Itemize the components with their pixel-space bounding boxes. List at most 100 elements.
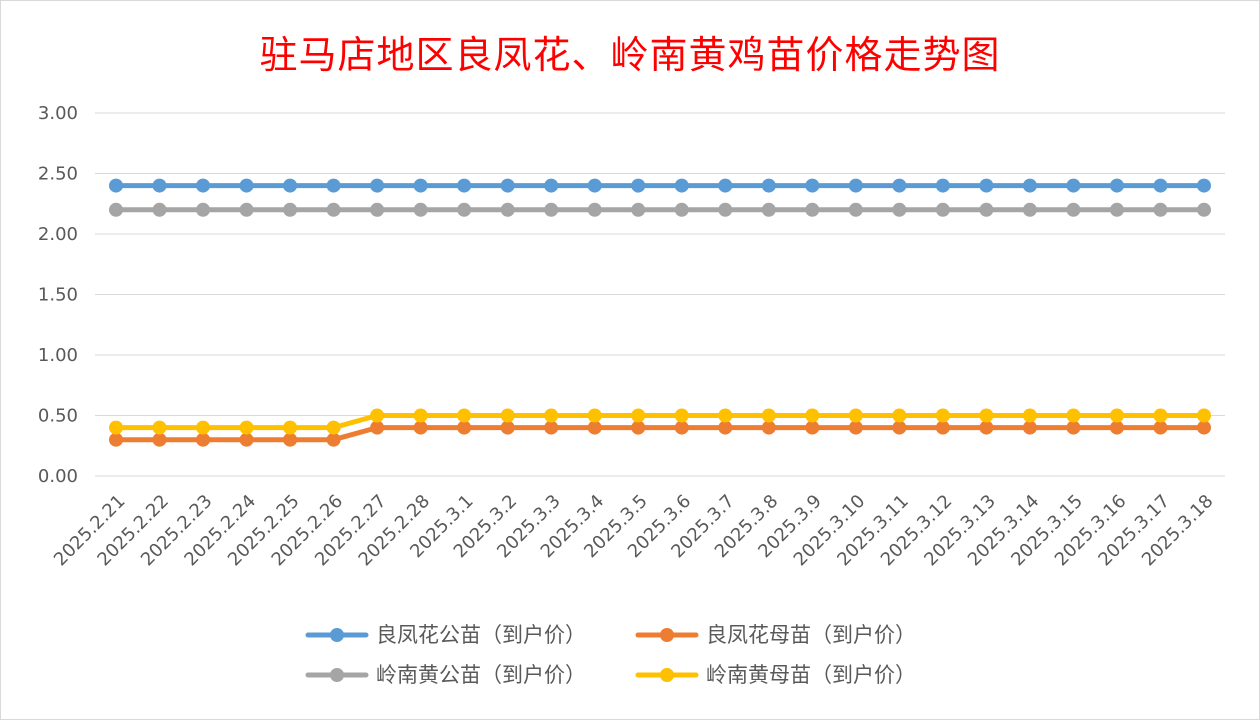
data-point (370, 202, 385, 217)
data-point (239, 420, 254, 435)
data-point (1153, 420, 1168, 435)
chart-title: 驻马店地区良凤花、岭南黄鸡苗价格走势图 (259, 33, 1001, 77)
data-point (979, 420, 994, 435)
data-point (979, 202, 994, 217)
data-point (1197, 178, 1211, 193)
data-point (283, 178, 298, 193)
data-point (805, 202, 820, 217)
data-point (892, 420, 907, 435)
data-point (413, 202, 428, 217)
data-point (587, 202, 602, 217)
data-point (805, 178, 820, 193)
data-point (109, 432, 123, 447)
data-point (544, 420, 559, 435)
data-point (457, 202, 472, 217)
data-point (544, 178, 559, 193)
y-tick-label: 1.50 (38, 285, 78, 306)
data-point (370, 420, 385, 435)
data-point (544, 408, 559, 423)
data-point (1197, 420, 1211, 435)
data-point (718, 202, 733, 217)
data-point (457, 420, 472, 435)
x-axis-ticks: 2025.2.212025.2.222025.2.232025.2.242025… (50, 491, 1218, 571)
data-point (413, 178, 428, 193)
data-point (239, 202, 254, 217)
data-point (1066, 408, 1081, 423)
series-1 (109, 420, 1211, 447)
data-point (1066, 202, 1081, 217)
data-point (152, 202, 167, 217)
y-tick-label: 3.00 (38, 103, 78, 124)
data-point (1109, 202, 1124, 217)
data-point (326, 432, 341, 447)
data-point (1109, 178, 1124, 193)
legend: 良凤花公苗（到户价） 良凤花母苗（到户价） 岭南黄公苗（到户价） 岭南黄母苗（到户价） (305, 623, 916, 687)
legend-item: 岭南黄公苗（到户价） (305, 663, 586, 687)
y-tick-label: 0.00 (38, 466, 78, 487)
legend-label: 岭南黄母苗（到户价） (706, 663, 916, 687)
data-point (761, 178, 776, 193)
data-point (761, 408, 776, 423)
legend-swatch-marker (660, 668, 674, 682)
data-point (1153, 408, 1168, 423)
data-point (152, 432, 167, 447)
series-0 (109, 178, 1211, 193)
series-2 (109, 202, 1211, 217)
data-point (935, 178, 950, 193)
y-tick-label: 0.50 (38, 406, 78, 427)
legend-label: 良凤花母苗（到户价） (706, 623, 916, 647)
data-point (935, 420, 950, 435)
data-point (370, 178, 385, 193)
y-tick-label: 2.50 (38, 164, 78, 185)
data-point (1066, 178, 1081, 193)
data-point (500, 202, 515, 217)
data-point (1022, 408, 1037, 423)
data-point (196, 178, 211, 193)
data-point (239, 178, 254, 193)
data-point (1153, 178, 1168, 193)
data-point (152, 420, 167, 435)
data-point (283, 432, 298, 447)
legend-item: 良凤花母苗（到户价） (635, 623, 916, 647)
series-line (113, 413, 1207, 431)
legend-label: 岭南黄公苗（到户价） (376, 663, 586, 687)
data-point (892, 178, 907, 193)
legend-item: 岭南黄母苗（到户价） (635, 663, 916, 687)
series-line (113, 425, 1207, 443)
data-point (1022, 420, 1037, 435)
y-axis-ticks: 0.00 0.50 1.00 1.50 2.00 2.50 3.00 (38, 103, 78, 487)
data-point (631, 408, 646, 423)
legend-swatch-marker (330, 628, 344, 642)
data-point (1197, 408, 1211, 423)
data-point (674, 408, 689, 423)
data-point (500, 420, 515, 435)
data-point (848, 420, 863, 435)
series-3 (109, 408, 1211, 435)
series-group (109, 178, 1211, 447)
data-point (370, 408, 385, 423)
data-point (413, 408, 428, 423)
data-point (1066, 420, 1081, 435)
data-point (1022, 178, 1037, 193)
data-point (500, 178, 515, 193)
y-tick-label: 2.00 (38, 224, 78, 245)
data-point (718, 420, 733, 435)
data-point (1109, 420, 1124, 435)
data-point (674, 202, 689, 217)
data-point (848, 408, 863, 423)
data-point (935, 408, 950, 423)
data-point (805, 420, 820, 435)
y-tick-label: 1.00 (38, 345, 78, 366)
legend-swatch-marker (660, 628, 674, 642)
data-point (457, 408, 472, 423)
data-point (457, 178, 472, 193)
data-point (196, 202, 211, 217)
data-point (500, 408, 515, 423)
data-point (718, 178, 733, 193)
data-point (413, 420, 428, 435)
data-point (587, 408, 602, 423)
data-point (979, 408, 994, 423)
data-point (631, 178, 646, 193)
data-point (1109, 408, 1124, 423)
